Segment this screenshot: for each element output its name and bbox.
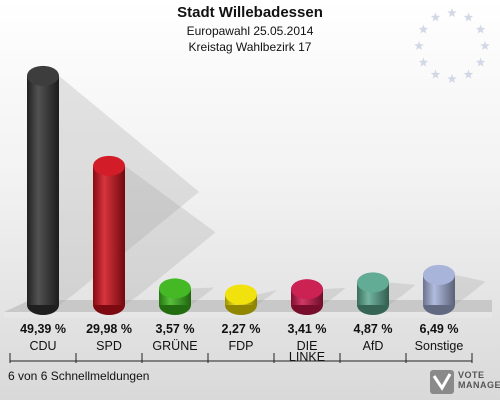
eu-star xyxy=(418,57,429,67)
bar-shadow xyxy=(257,290,277,305)
value-label: 6,49 % xyxy=(420,322,459,336)
bar-cdu xyxy=(27,65,59,315)
bar-afd xyxy=(357,272,389,315)
value-label: 3,41 % xyxy=(288,322,327,336)
eu-star xyxy=(480,41,490,50)
eu-star xyxy=(430,69,441,79)
eu-star xyxy=(430,12,441,22)
value-label: 4,87 % xyxy=(354,322,393,336)
floor-edge xyxy=(4,312,492,318)
eu-stars-icon xyxy=(414,8,490,83)
footer-text: 6 von 6 Schnellmeldungen xyxy=(8,369,150,383)
logo-line-1: VOTE xyxy=(458,370,485,380)
eu-star xyxy=(463,12,474,22)
eu-star xyxy=(447,8,457,17)
eu-star xyxy=(418,24,429,34)
eu-star xyxy=(463,69,474,79)
bar-shadow xyxy=(125,165,216,305)
vote-manager-logo-text: VOTE MANAGER xyxy=(458,370,500,390)
value-label: 49,39 % xyxy=(20,322,66,336)
category-label: CDU xyxy=(29,339,56,353)
category-label: FDP xyxy=(229,339,254,353)
bar-shadow xyxy=(389,282,416,305)
value-label: 2,27 % xyxy=(222,322,261,336)
logo-line-2: MANAGER xyxy=(458,380,500,390)
category-label: GRÜNE xyxy=(152,339,197,353)
category-label: DIE xyxy=(297,339,318,353)
bars-group xyxy=(27,65,486,315)
value-label: 3,57 % xyxy=(156,322,195,336)
value-label: 29,98 % xyxy=(86,322,132,336)
eu-star xyxy=(475,57,486,67)
eu-star xyxy=(475,24,486,34)
bar-shadow xyxy=(323,287,346,305)
chart-title: Stadt Willebadessen xyxy=(177,4,323,21)
bar-fdp xyxy=(225,284,257,315)
bar-shadow xyxy=(455,274,486,305)
chart-subtitle-2: Kreistag Wahlbezirk 17 xyxy=(188,40,312,54)
category-label: SPD xyxy=(96,339,122,353)
bar-die-linke xyxy=(291,279,323,315)
bar-spd xyxy=(93,155,125,315)
bar-grüne xyxy=(159,278,191,315)
category-label: Sonstige xyxy=(415,339,464,353)
vote-manager-logo-icon xyxy=(430,370,454,394)
eu-star xyxy=(414,41,424,50)
bar-shadow xyxy=(191,287,215,305)
labels-group: 49,39 % CDU 29,98 % SPD 3,57 % GRÜNE 2,27 % FDP… xyxy=(9,322,473,364)
chart-subtitle: Europawahl 25.05.2014 xyxy=(186,24,314,38)
category-label: LINKE xyxy=(289,350,325,364)
bar-sonstige xyxy=(423,264,455,315)
eu-star xyxy=(447,74,457,83)
category-label: AfD xyxy=(363,339,384,353)
